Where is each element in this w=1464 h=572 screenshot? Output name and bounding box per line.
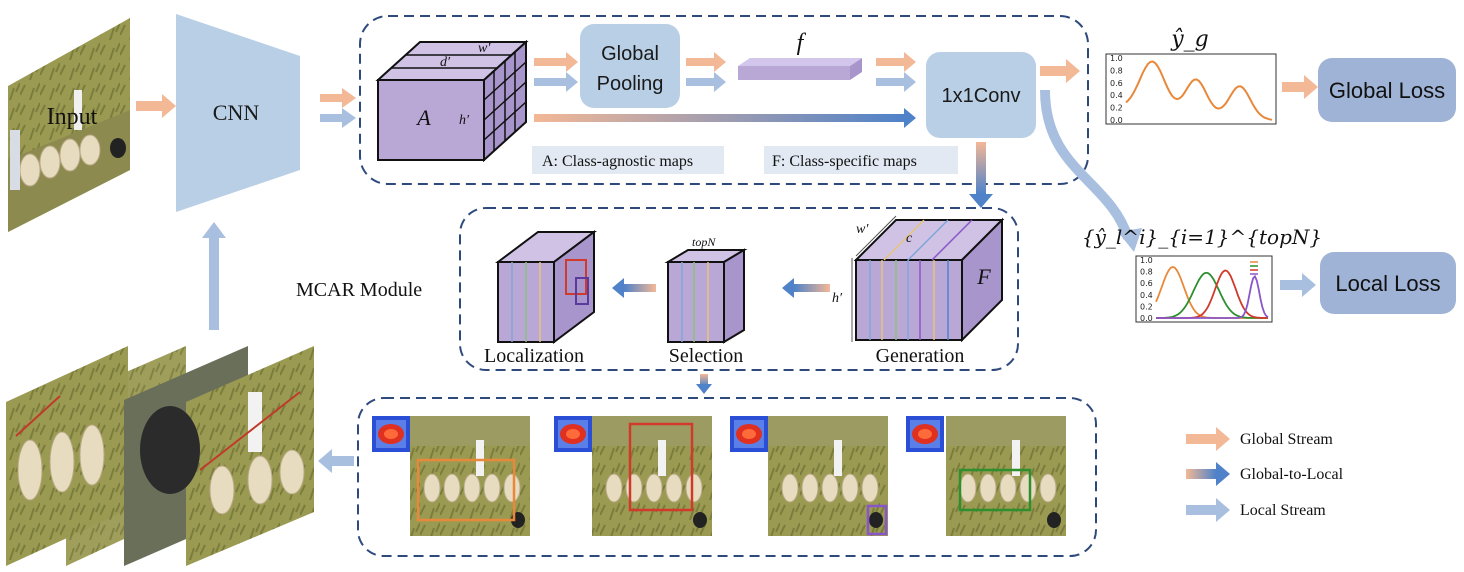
cube-localization	[495, 230, 597, 344]
stage-localization-label: Localization	[484, 345, 584, 367]
local-chart-ytick: 0.0	[1140, 314, 1153, 323]
arrow-generation-to-selection	[782, 278, 830, 298]
arrow-head-local-output	[1118, 228, 1142, 252]
global-chart-ytick: 0.4	[1110, 91, 1123, 100]
regions-frame	[357, 397, 1097, 557]
arrow-f-to-conv	[876, 52, 916, 92]
local-chart-curve	[1156, 271, 1268, 319]
arrow-selection-to-localization	[612, 278, 656, 298]
global-chart-ytick: 0.8	[1110, 66, 1123, 75]
cnn-block	[176, 14, 300, 212]
legend-local-stream-label: Local Stream	[1240, 502, 1326, 519]
class-specific-tag: F: Class-specific maps	[772, 153, 917, 170]
region-crop	[946, 416, 1066, 536]
legend-global-stream: Global Stream	[1186, 427, 1333, 451]
legend-global-stream-label: Global Stream	[1240, 431, 1333, 448]
region-crop	[768, 416, 888, 536]
local-chart-ytick: 0.2	[1140, 302, 1153, 311]
region-bbox	[416, 458, 516, 522]
cube-selection	[664, 248, 748, 344]
feature-vector-label: f	[797, 30, 807, 56]
mcar-module-label: MCAR Module	[296, 279, 422, 301]
local-loss-block	[1320, 252, 1456, 314]
cnn-label: CNN	[213, 100, 260, 125]
legend-local-stream: Local Stream	[1186, 498, 1326, 522]
dim-d-label: d′	[440, 55, 451, 70]
arrow-local-chart-to-loss	[1280, 273, 1316, 297]
attention-heatmap	[372, 416, 410, 452]
global-pooling-label-line1: Global	[601, 43, 659, 65]
cube-f	[851, 215, 1005, 343]
region-crop	[410, 416, 530, 536]
local-chart-curve	[1156, 274, 1269, 319]
mcar-module-frame	[459, 207, 1019, 371]
global-pooling-block	[580, 24, 680, 108]
local-loss-label: Local Loss	[1335, 271, 1440, 296]
arrow-global-chart-to-loss	[1282, 75, 1318, 99]
arrow-a-to-conv	[534, 108, 916, 128]
local-chart-ytick: 0.4	[1140, 291, 1153, 300]
local-chart-ytick: 0.6	[1140, 279, 1153, 288]
region-bbox	[628, 422, 694, 512]
arrow-conv-to-local-output	[1040, 89, 1133, 240]
local-output-label: {ŷ_l^i}_{i=1}^{topN}	[1082, 225, 1322, 249]
dim-w-label-f: w′	[856, 222, 869, 237]
conv-block	[926, 52, 1036, 138]
dim-h-label-f: h′	[832, 291, 843, 306]
arrow-head-mcar-to-regions	[696, 384, 712, 394]
arrow-cnn-to-module	[320, 88, 356, 128]
arrow-crops-to-cnn	[202, 222, 226, 330]
region-crop	[592, 416, 712, 536]
class-specific-tag-bg	[764, 146, 958, 174]
arrow-mcar-to-regions	[700, 374, 708, 386]
class-agnostic-tag: A: Class-agnostic maps	[542, 153, 693, 170]
class-agnostic-tag-bg	[532, 146, 724, 174]
legend: Global Stream Global-to-Local Local Stre…	[1186, 427, 1344, 522]
input-label: Input	[47, 104, 98, 130]
region-bbox	[958, 468, 1032, 512]
region-bbox	[866, 504, 888, 536]
arrow-input-to-cnn	[136, 94, 176, 118]
global-chart-ytick: 0.6	[1110, 79, 1123, 88]
arrow-conv-to-generation	[969, 142, 993, 208]
arrow-conv-to-global-output	[1040, 59, 1080, 83]
global-chart-ytick: 0.2	[1110, 104, 1123, 113]
local-chart-ytick: 0.8	[1140, 268, 1153, 277]
local-chart-legend	[1250, 261, 1258, 275]
map-a-label: A	[415, 105, 431, 130]
global-output-chart: 1.0 0.8 0.6 0.4 0.2 0.0	[1105, 53, 1277, 125]
global-loss-label: Global Loss	[1329, 78, 1445, 103]
arrow-a-to-pooling	[534, 52, 578, 92]
local-output-chart: 1.0 0.8 0.6 0.4 0.2 0.0	[1135, 255, 1273, 323]
local-chart-ytick: 1.0	[1140, 256, 1153, 265]
global-loss-block	[1318, 58, 1456, 122]
dim-w-label: w′	[478, 41, 491, 56]
stage-generation-label: Generation	[876, 345, 965, 367]
global-output-label: ŷ_g	[1170, 27, 1209, 52]
legend-global-to-local: Global-to-Local	[1186, 462, 1344, 486]
stage-selection-label: Selection	[669, 345, 743, 367]
map-f-label: F	[976, 264, 991, 289]
global-chart-ytick: 1.0	[1110, 54, 1123, 63]
global-stream-frame	[359, 15, 1089, 185]
topn-label: topN	[692, 235, 716, 249]
attention-heatmap	[730, 416, 768, 452]
dim-h-label: h′	[459, 113, 470, 128]
arrow-regions-to-crops	[318, 449, 354, 473]
local-crops-stack	[6, 346, 314, 566]
input-image	[8, 18, 130, 232]
attention-heatmap	[906, 416, 944, 452]
legend-global-to-local-label: Global-to-Local	[1240, 466, 1344, 483]
arrow-pooling-to-f	[686, 52, 726, 92]
feature-vector-f	[738, 58, 862, 80]
attention-heatmap	[554, 416, 592, 452]
conv-label: 1x1Conv	[942, 85, 1021, 107]
global-pooling-label-line2: Pooling	[597, 73, 664, 95]
cube-a	[375, 39, 529, 163]
global-chart-ytick: 0.0	[1110, 116, 1123, 125]
dim-c-label: c	[906, 231, 913, 246]
